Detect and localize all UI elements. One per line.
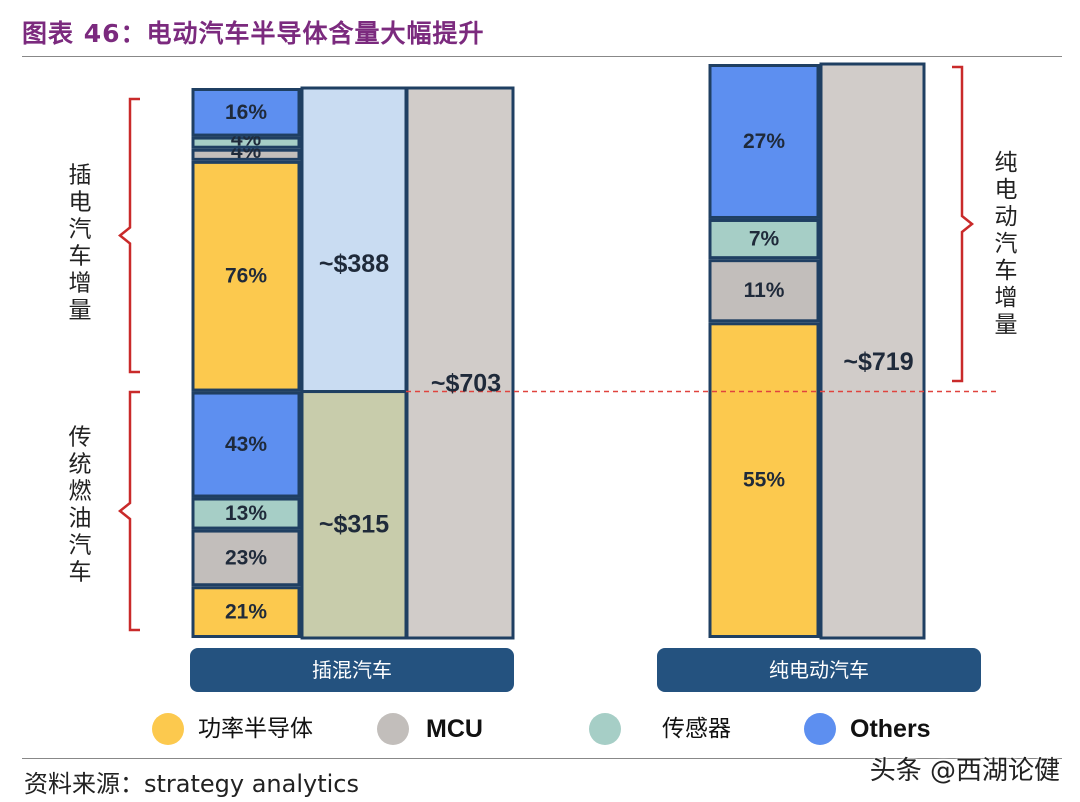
bev-increment-bracket-label-char: 动 [995,204,1018,230]
bev-increment-bracket-label-char: 汽 [995,231,1018,257]
source-divider [22,758,1062,759]
legend-sensor-label: 传感器 [662,716,731,742]
figure-title: 图表 46：电动汽车半导体含量大幅提升 [22,19,485,48]
phev-increment-bracket-label-char: 插 [69,163,92,189]
source-note: 资料来源：strategy analytics [24,770,360,798]
ice-total-bar [300,390,408,640]
bev-sensor-label: 7% [749,228,780,251]
legend-power-icon [152,713,184,745]
ice-others-label: 43% [225,433,267,456]
phev-increment-mcu-segment [191,148,301,161]
ice-total-label: ~$315 [319,511,389,539]
ice-bracket-label-char: 汽 [69,533,92,559]
phev-increment-bracket-label-char: 电 [69,190,92,216]
phev-group-label: 插混汽车 [312,658,392,682]
bev-group-bar [657,648,981,692]
ice-mcu-label: 23% [225,546,267,569]
bev-increment-bracket-label-char: 增 [995,285,1018,311]
bev-mcu-segment [708,259,820,323]
watermark: 头条 @西湖论健 [869,756,1060,786]
bev-mcu-label: 11% [744,279,785,302]
phev-total-bar [405,86,515,640]
bev-increment-bracket [952,65,975,383]
ice-mcu-segment [191,529,301,587]
phev-increment-total-label: ~$388 [319,250,389,278]
bev-others-segment [708,64,820,219]
phev-increment-bracket-label-char: 量 [69,298,92,324]
phev-increment-others-segment [191,88,301,137]
bev-increment-bracket-label-char: 量 [995,312,1018,338]
title-divider [22,56,1062,57]
phev-increment-bracket-label-char: 增 [69,271,92,297]
bev-others-label: 27% [743,130,785,153]
phev-total-label: ~$703 [431,370,501,398]
ice-bracket-label-char: 车 [69,560,92,586]
ice-power-segment [191,586,301,639]
ice-bracket [117,390,140,632]
ice-sensor-segment [191,497,301,530]
phev-increment-power-segment [191,160,301,392]
phev-increment-sensor-segment [191,136,301,149]
phev-increment-bracket [117,97,140,374]
legend-power-label: 功率半导体 [198,716,313,742]
phev-increment-bracket-label-char: 汽 [69,217,92,243]
bev-total-label: ~$719 [843,348,913,376]
phev-increment-power-label: 76% [225,265,267,288]
phev-increment-bracket-label-char: 车 [69,244,92,270]
legend-others-icon [804,713,836,745]
bev-increment-bracket-label-char: 纯 [995,150,1018,176]
bev-increment-bracket-label-char: 电 [995,177,1018,203]
bev-increment-bracket-label-char: 车 [995,258,1018,284]
bev-total-bar [819,62,926,640]
legend-mcu-label: MCU [426,715,483,743]
bev-power-segment [708,322,820,638]
legend-sensor-icon [589,713,621,745]
bev-group-label: 纯电动汽车 [769,658,869,682]
ice-bracket-label-char: 统 [69,452,92,478]
legend-mcu-icon [377,713,409,745]
phev-increment-others-label: 16% [225,101,267,124]
ice-bracket-label-char: 燃 [69,479,92,505]
ice-sensor-label: 13% [225,502,267,525]
ice-power-label: 21% [225,601,267,624]
phev-group-bar [190,648,514,692]
phev-increment-total-bar [300,86,408,394]
ice-bracket-label-char: 传 [69,425,92,451]
ice-others-segment [191,391,301,498]
ice-bracket-label-char: 油 [69,506,92,532]
legend-others-label: Others [850,715,931,743]
bev-power-label: 55% [743,469,785,492]
bev-sensor-segment [708,218,820,260]
